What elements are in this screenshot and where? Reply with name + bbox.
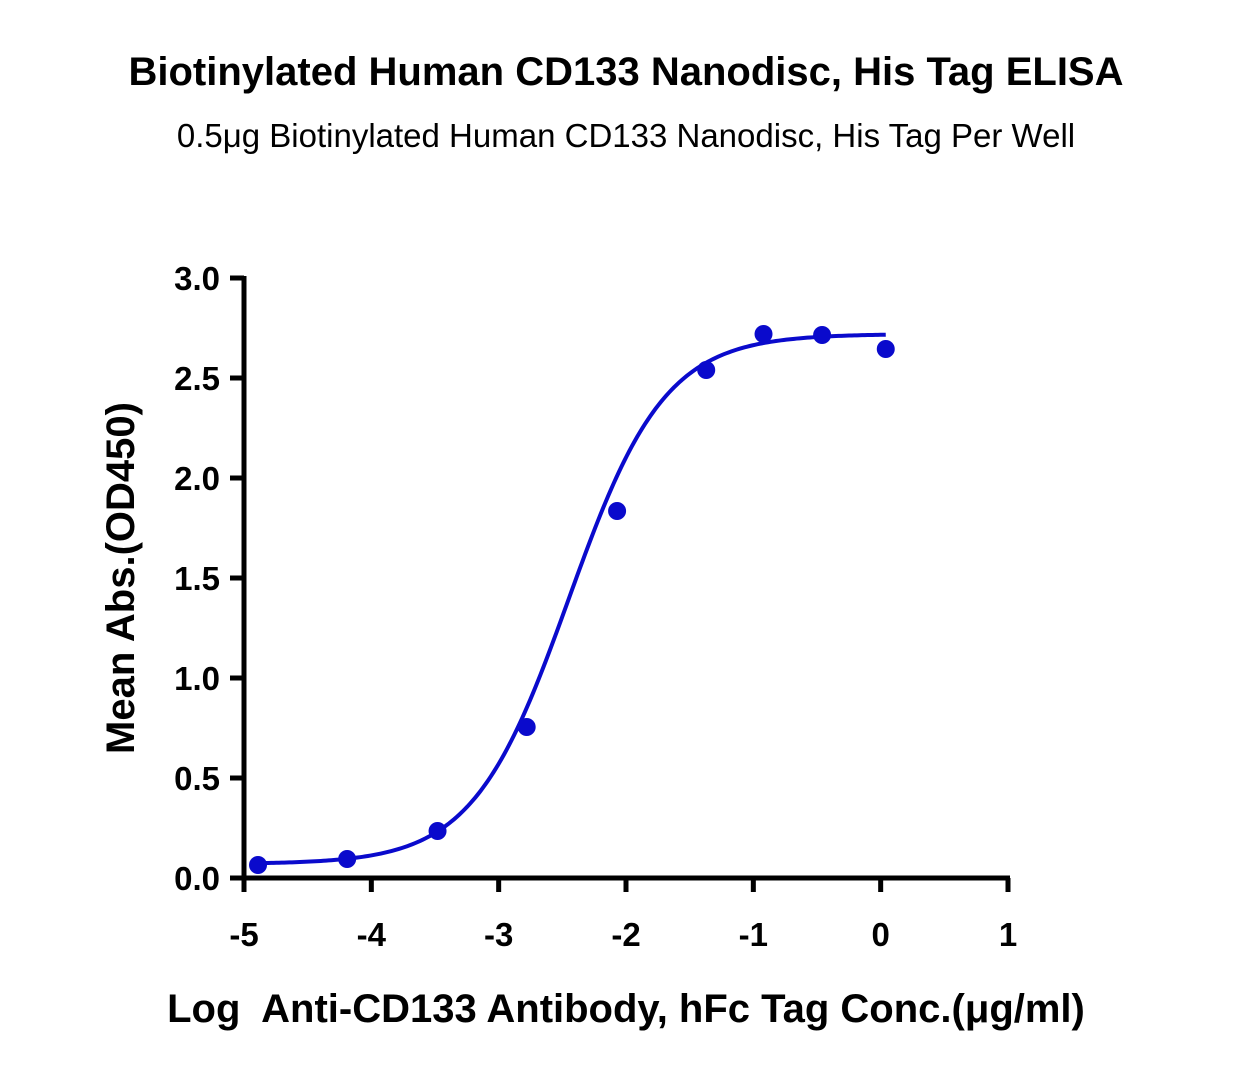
y-tick-label: 1.0	[174, 660, 220, 697]
data-point	[517, 718, 536, 736]
data-point	[428, 822, 447, 840]
axes: 0.0 0.5 1.0 1.5 2.0 2.5 3.0 -5 -4 -3 -2 -1 0 1	[174, 260, 1017, 953]
data-point	[338, 850, 357, 868]
x-tick-label: -4	[357, 916, 387, 953]
y-tick-label: 0.5	[174, 760, 220, 797]
y-tick-label: 1.5	[174, 560, 220, 597]
data-point	[608, 502, 627, 520]
x-tick-label: -1	[739, 916, 768, 953]
x-tick-label: -3	[484, 916, 513, 953]
y-tick-label: 3.0	[174, 260, 220, 297]
fit-curve	[257, 332, 886, 866]
data-point	[697, 361, 716, 379]
x-tick-label: 0	[871, 916, 889, 953]
data-point	[813, 326, 832, 344]
y-tick-label: 2.0	[174, 460, 220, 497]
y-tick-label: 2.5	[174, 360, 220, 397]
chart-title: Biotinylated Human CD133 Nanodisc, His T…	[128, 50, 1124, 94]
x-tick-label: -5	[229, 916, 258, 953]
data-point	[754, 325, 773, 343]
y-tick-label: 0.0	[174, 860, 220, 897]
x-tick-label: -2	[611, 916, 640, 953]
data-point	[876, 340, 895, 358]
data-point	[249, 856, 268, 874]
chart-subtitle: 0.5μg Biotinylated Human CD133 Nanodisc,…	[176, 117, 1076, 154]
x-axis-label: Log Anti-CD133 Antibody, hFc Tag Conc.(μ…	[167, 987, 1085, 1031]
x-tick-label: 1	[999, 916, 1017, 953]
data-points	[249, 325, 895, 874]
y-axis-label: Mean Abs.(OD450)	[99, 402, 143, 754]
